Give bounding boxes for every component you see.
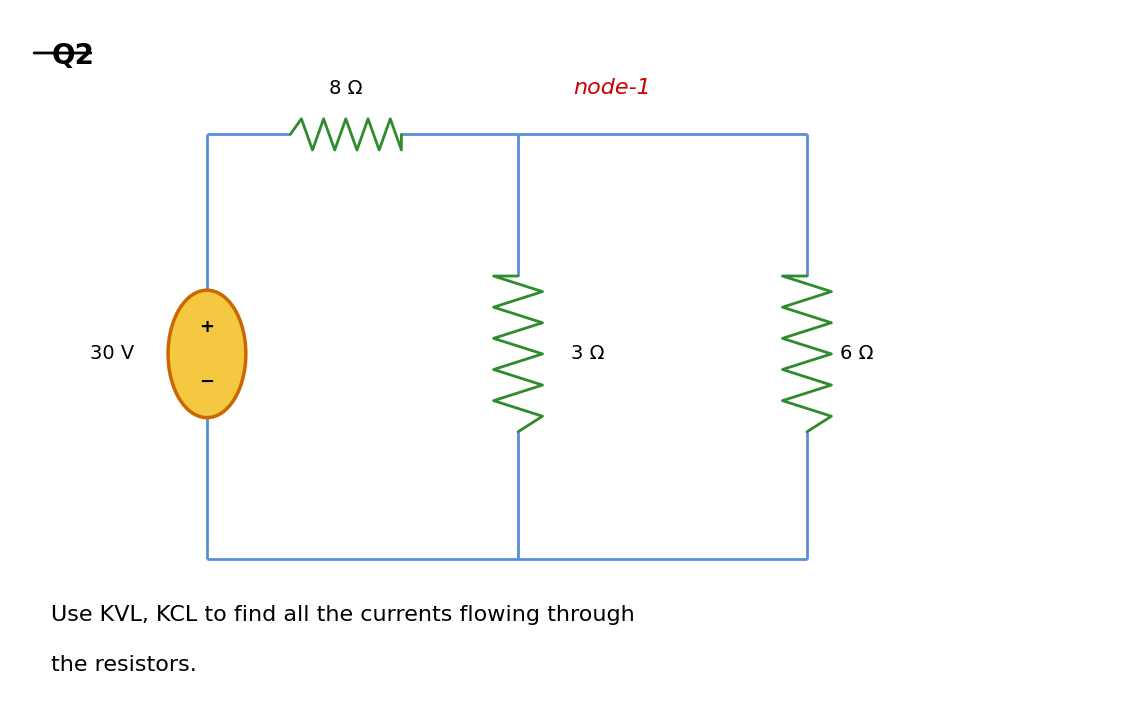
Text: 30 V: 30 V <box>90 344 135 363</box>
Text: 3 Ω: 3 Ω <box>572 344 605 363</box>
Text: node-1: node-1 <box>574 79 651 98</box>
Text: Use KVL, KCL to find all the currents flowing through: Use KVL, KCL to find all the currents fl… <box>52 605 636 625</box>
Text: 8 Ω: 8 Ω <box>330 79 362 98</box>
Text: the resistors.: the resistors. <box>52 655 197 675</box>
Text: 6 Ω: 6 Ω <box>840 344 874 363</box>
Text: +: + <box>199 318 215 336</box>
Ellipse shape <box>168 290 246 417</box>
Text: −: − <box>199 373 215 391</box>
Text: Q2: Q2 <box>52 43 94 70</box>
